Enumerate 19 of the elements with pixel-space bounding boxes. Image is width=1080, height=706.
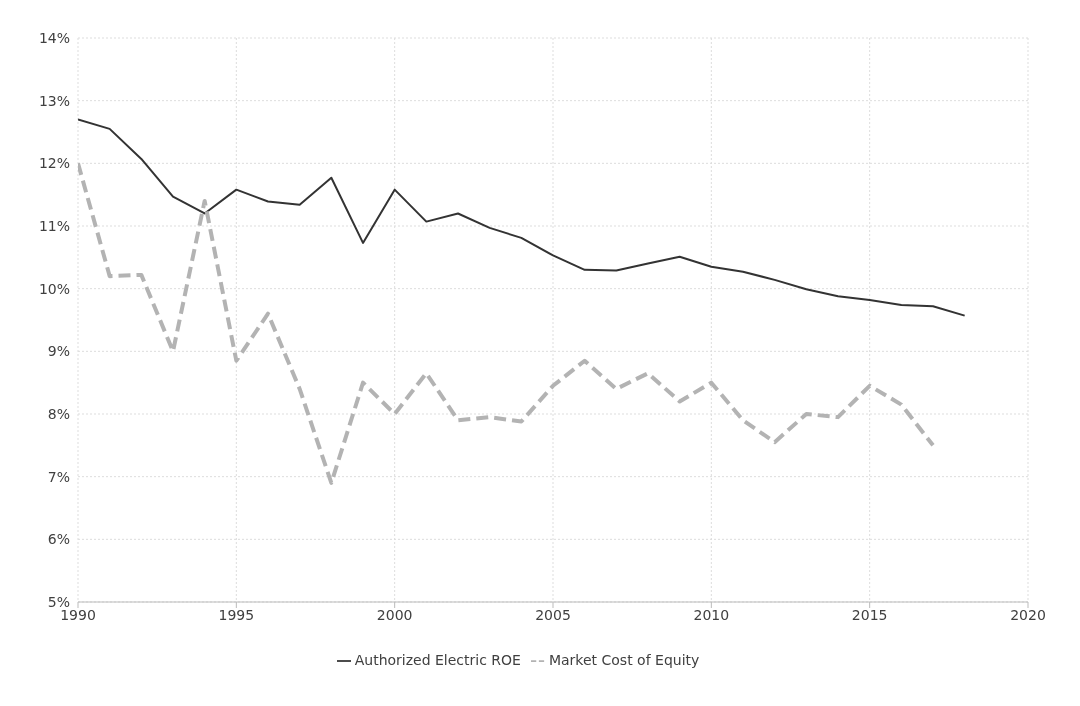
y-tick-label: 12% xyxy=(38,155,70,172)
x-tick-label: 2005 xyxy=(535,606,571,623)
x-tick-label: 2020 xyxy=(1010,606,1046,623)
line-series xyxy=(78,161,935,485)
x-tick-label: 2015 xyxy=(851,606,888,623)
x-tick-label: 1995 xyxy=(218,606,255,623)
y-tick-label: 7% xyxy=(47,468,70,485)
x-tick-label: 2010 xyxy=(693,606,730,623)
x-tick-label: 2000 xyxy=(376,606,413,623)
y-tick-label: 8% xyxy=(47,405,70,422)
y-tick-label: 9% xyxy=(47,343,70,360)
legend-label: Authorized Electric ROE xyxy=(354,652,521,668)
y-tick-label: 6% xyxy=(47,531,70,548)
y-tick-label: 11% xyxy=(38,217,70,234)
line-series xyxy=(78,118,966,317)
y-tick-label: 14% xyxy=(38,29,70,46)
y-tick-label: 10% xyxy=(38,280,70,297)
y-tick-label: 13% xyxy=(38,92,70,109)
legend-label: Market Cost of Equity xyxy=(548,652,700,668)
